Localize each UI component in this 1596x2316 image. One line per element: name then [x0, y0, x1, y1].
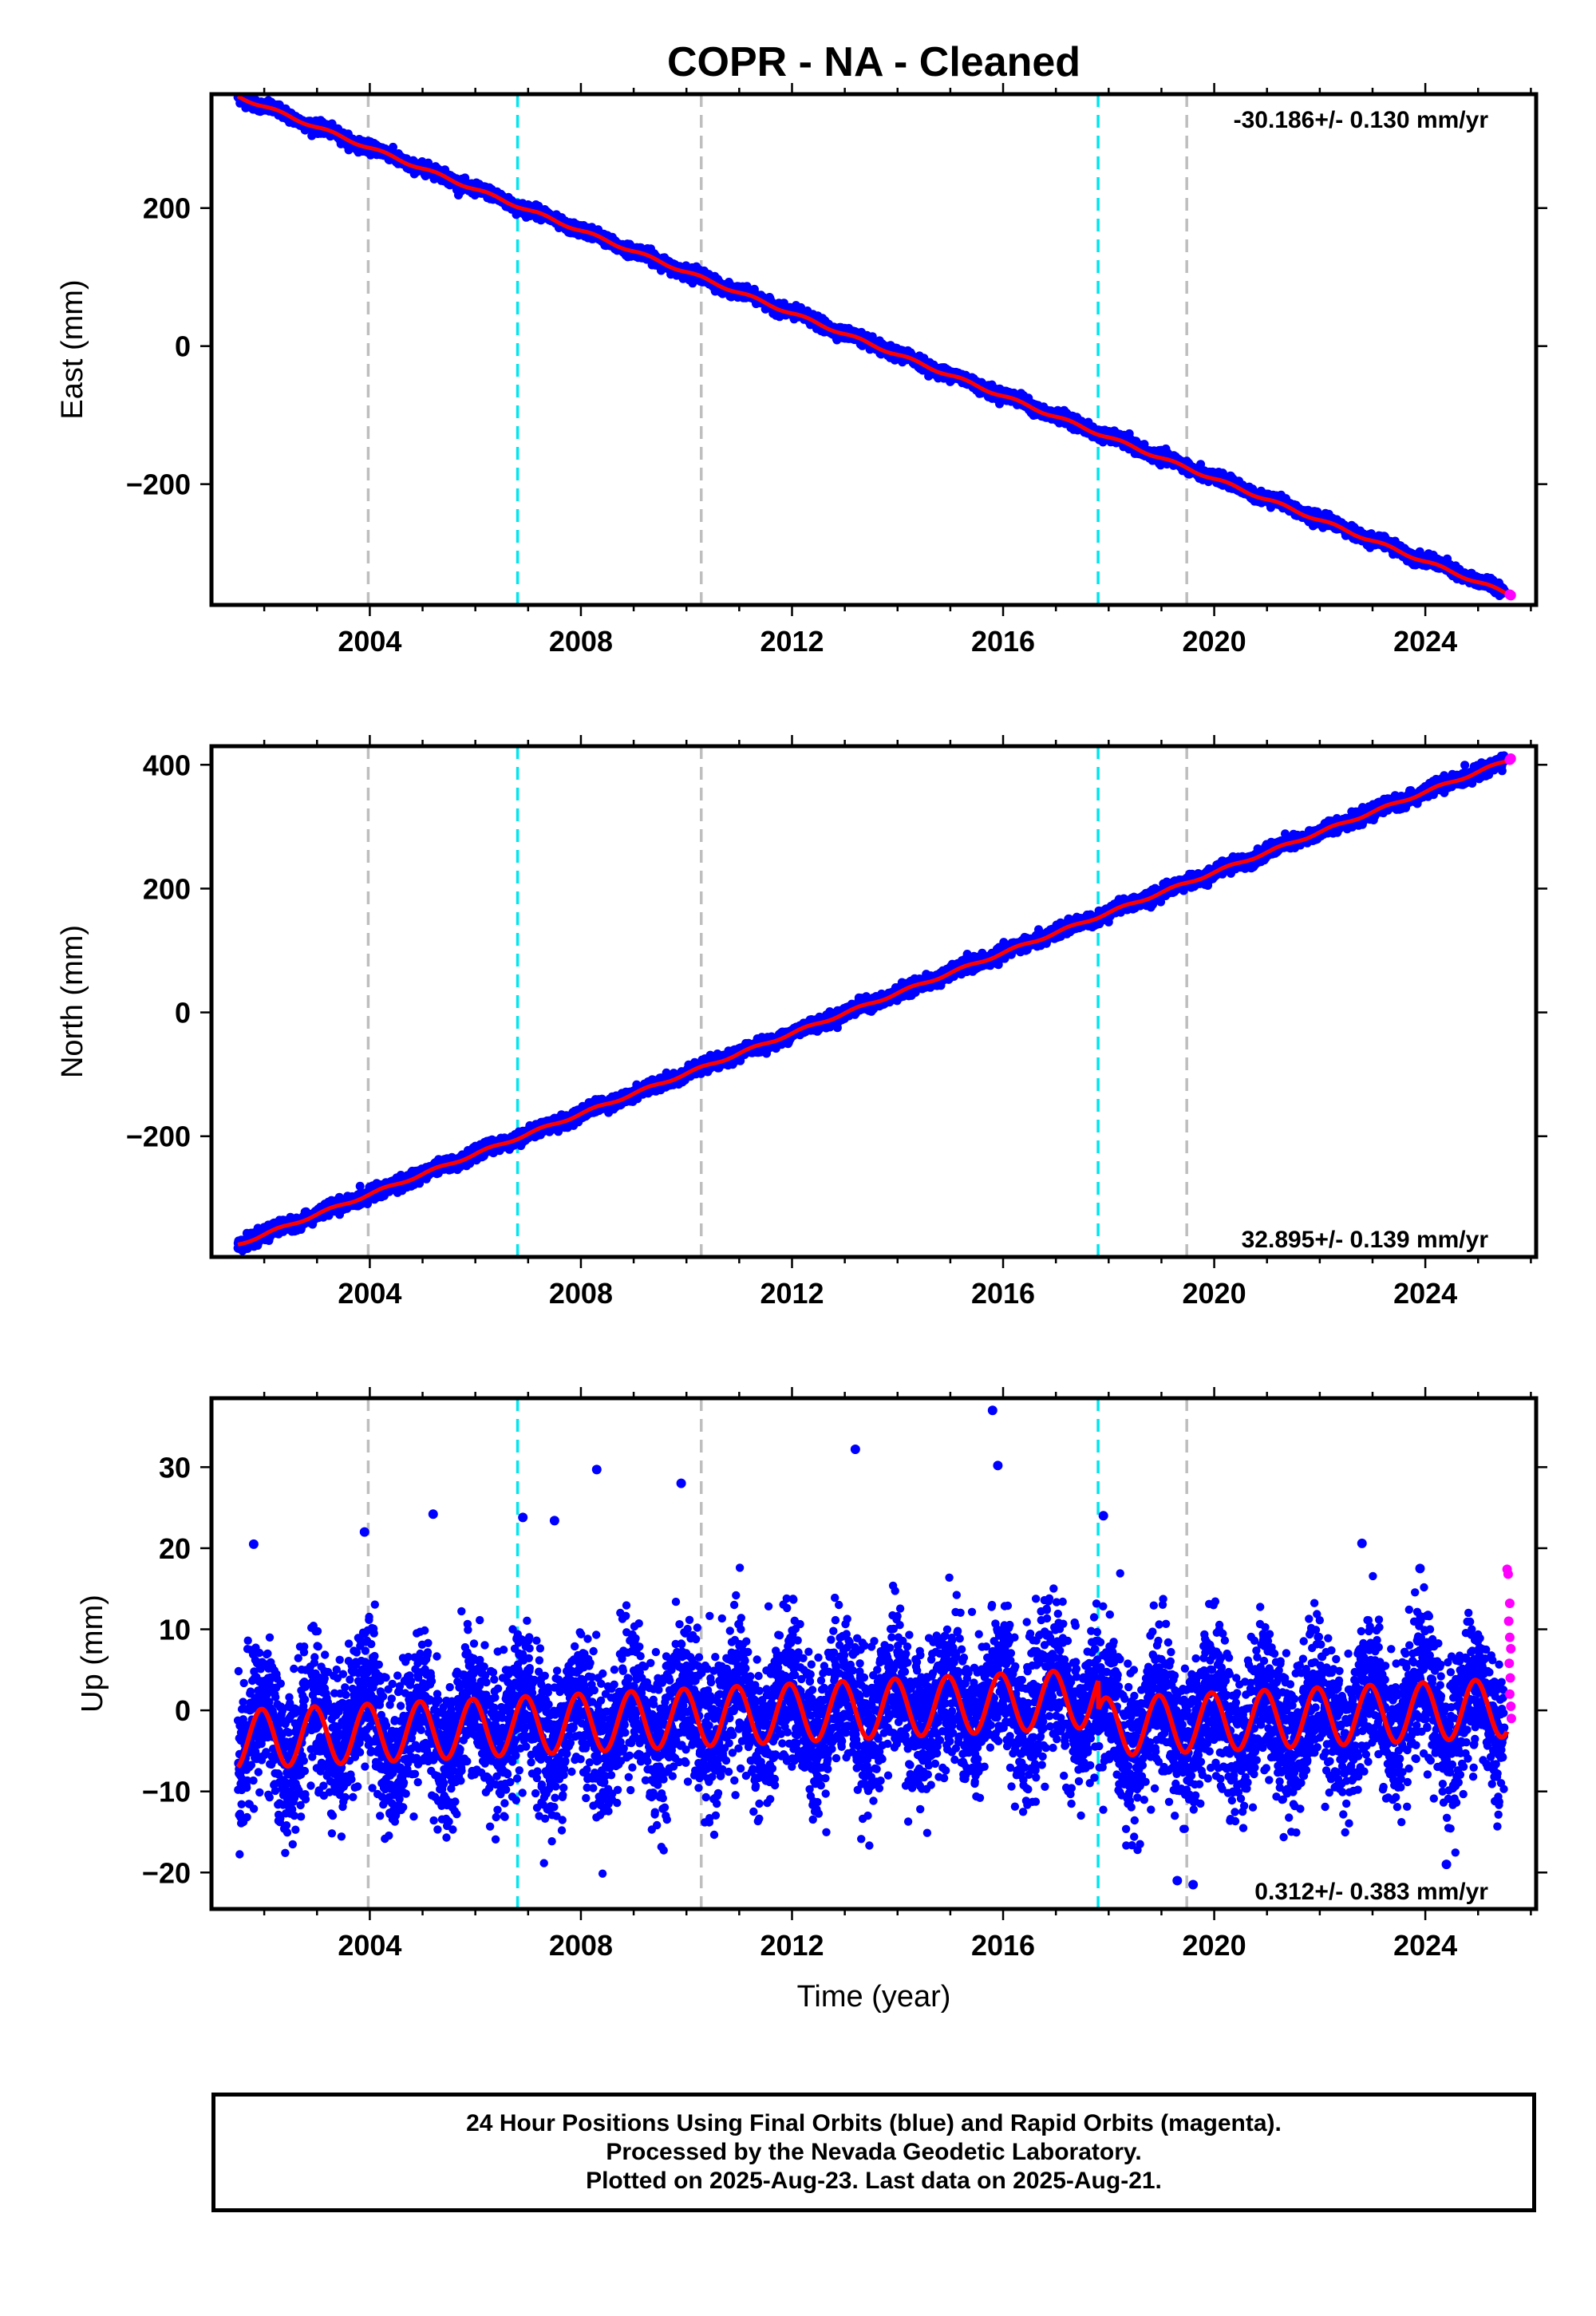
figure-title: COPR - NA - Cleaned — [667, 39, 1080, 85]
plot-area — [233, 94, 1516, 605]
